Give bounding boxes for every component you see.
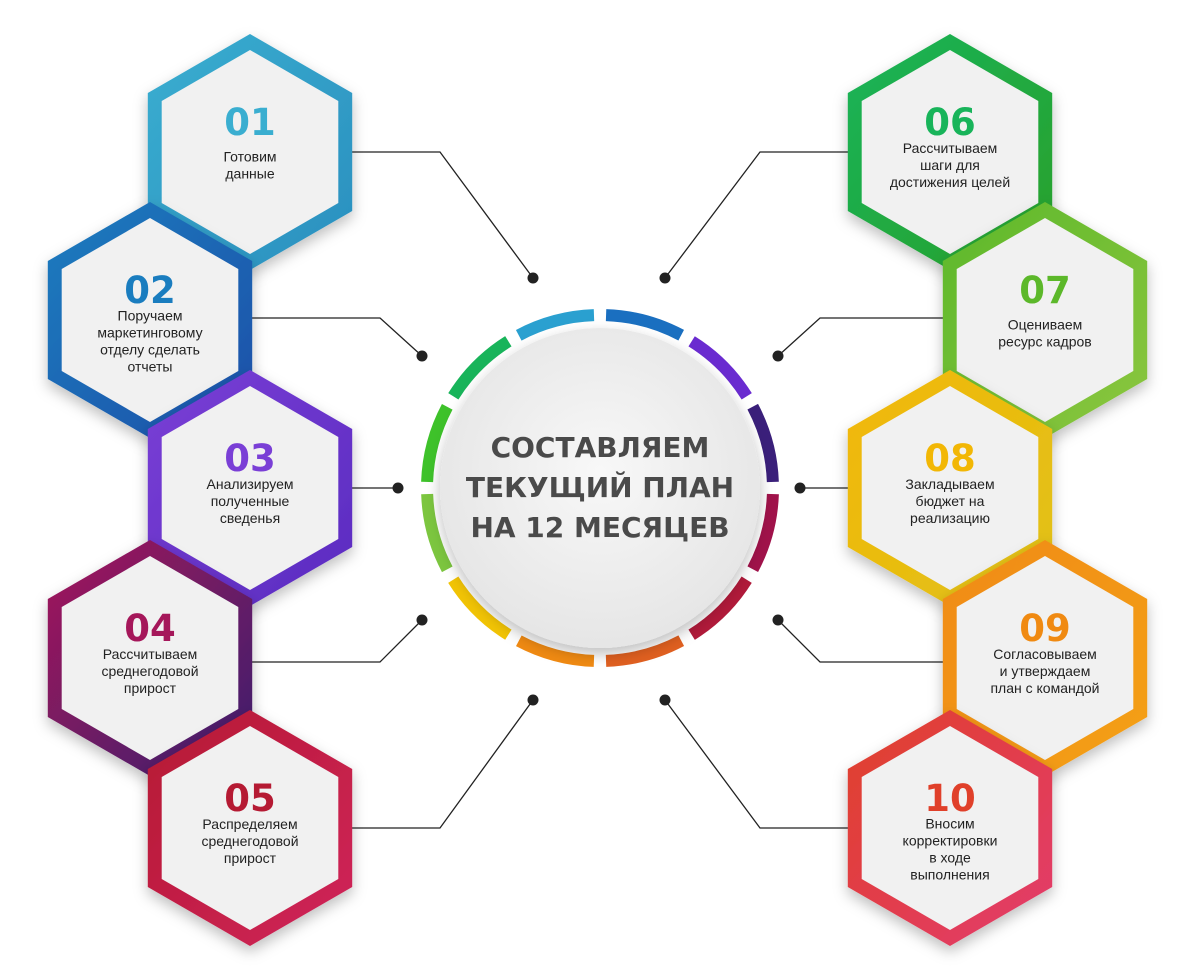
ring-segment-10 xyxy=(421,493,453,573)
center-title-line-1: СОСТАВЛЯЕМ xyxy=(491,431,710,464)
connector-line-2 xyxy=(233,317,423,357)
hexagon-fill xyxy=(956,218,1134,422)
step-description-line: реализацию xyxy=(910,510,990,526)
connector-dot-center-2 xyxy=(416,350,428,362)
ring-segment-8 xyxy=(515,635,595,667)
connector-dot-center-3 xyxy=(392,482,404,494)
ring-segment-1 xyxy=(515,309,595,341)
step-description-line: достижения целей xyxy=(890,174,1010,190)
hexagon-fill xyxy=(956,556,1134,760)
step-number: 04 xyxy=(124,607,176,650)
connector-line-4 xyxy=(233,619,423,663)
center-disc xyxy=(440,328,760,648)
step-description-line: шаги для xyxy=(920,157,980,173)
ring-segment-12 xyxy=(448,336,512,400)
step-description-line: выполнения xyxy=(910,867,989,883)
step-description-line: среднегодовой xyxy=(101,663,198,679)
step-description-line: бюджет на xyxy=(916,493,985,509)
connector-line-10 xyxy=(664,699,867,829)
step-description-line: прирост xyxy=(224,850,277,866)
step-number: 05 xyxy=(224,777,276,820)
step-description-line: корректировки xyxy=(903,833,998,849)
connector-line-6 xyxy=(664,151,870,279)
step-description-line: среднегодовой xyxy=(201,833,298,849)
ring-segment-3 xyxy=(688,336,752,400)
step-description-line: маркетинговому xyxy=(97,325,202,341)
step-description-line: прирост xyxy=(124,680,177,696)
connector-dot-center-10 xyxy=(659,694,671,706)
center-circle: СОСТАВЛЯЕМ ТЕКУЩИЙ ПЛАН НА 12 МЕСЯЦЕВ xyxy=(421,309,779,667)
step-number: 10 xyxy=(924,777,976,820)
hexagon-fill xyxy=(161,726,339,930)
step-description-line: сведенья xyxy=(220,510,280,526)
step-description-line: отчеты xyxy=(128,359,173,375)
step-number: 06 xyxy=(924,101,976,144)
connector-dot-center-7 xyxy=(772,350,784,362)
step-number: 07 xyxy=(1019,269,1071,312)
hexagon-fill xyxy=(861,386,1039,590)
step-description-line: Вносим xyxy=(925,816,974,832)
step-description-line: Поручаем xyxy=(118,308,183,324)
step-description-line: план с командой xyxy=(990,680,1099,696)
center-ring xyxy=(421,309,779,667)
center-title-line-2: ТЕКУЩИЙ ПЛАН xyxy=(466,470,734,504)
center-title-line-3: НА 12 МЕСЯЦЕВ xyxy=(470,511,729,544)
step-description-line: Рассчитываем xyxy=(103,646,198,662)
connector-dot-center-8 xyxy=(794,482,806,494)
step-description-line: полученные xyxy=(211,493,290,509)
step-number: 09 xyxy=(1019,607,1071,650)
step-number: 08 xyxy=(924,437,976,480)
connector-dot-center-1 xyxy=(527,272,539,284)
step-description-line: и утверждаем xyxy=(1000,663,1091,679)
step-number: 03 xyxy=(224,437,276,480)
step-description-line: Распределяем xyxy=(202,816,297,832)
ring-segment-5 xyxy=(747,493,779,573)
hexagon-fill xyxy=(861,726,1039,930)
ring-segment-6 xyxy=(688,576,752,640)
connector-line-5 xyxy=(329,699,534,829)
step-description-line: Рассчитываем xyxy=(903,140,998,156)
step-description-line: Анализируем xyxy=(207,476,294,492)
step-description-line: Согласовываем xyxy=(993,646,1097,662)
connector-line-9 xyxy=(777,619,965,663)
hexagon-fill xyxy=(161,50,339,254)
hexagon-fill xyxy=(61,556,239,760)
step-description-line: ресурс кадров xyxy=(998,334,1092,350)
step-description-line: Готовим xyxy=(223,149,276,165)
step-description-line: данные xyxy=(225,166,274,182)
step-description-line: Оцениваем xyxy=(1008,317,1083,333)
connector-dot-center-5 xyxy=(527,694,539,706)
hexagon-fill xyxy=(861,50,1039,254)
connector-line-7 xyxy=(777,317,965,357)
step-number: 01 xyxy=(224,101,276,144)
connector-line-1 xyxy=(329,151,534,279)
ring-segment-2 xyxy=(605,309,685,341)
connector-dot-center-4 xyxy=(416,614,428,626)
hexagon-fill xyxy=(61,218,239,422)
hexagon-fill xyxy=(161,386,339,590)
step-description-line: отделу сделать xyxy=(100,342,200,358)
step-number: 02 xyxy=(124,269,176,312)
ring-segment-9 xyxy=(448,576,512,640)
connector-dot-center-9 xyxy=(772,614,784,626)
ring-segment-4 xyxy=(747,403,779,483)
step-description-line: Закладываем xyxy=(905,476,994,492)
step-description-line: в ходе xyxy=(929,850,971,866)
ring-segment-7 xyxy=(605,635,685,667)
ring-segment-11 xyxy=(421,403,453,483)
step-hexagons: 01Готовимданные02Поручаеммаркетинговомуо… xyxy=(47,34,1148,946)
connector-dot-center-6 xyxy=(659,272,671,284)
